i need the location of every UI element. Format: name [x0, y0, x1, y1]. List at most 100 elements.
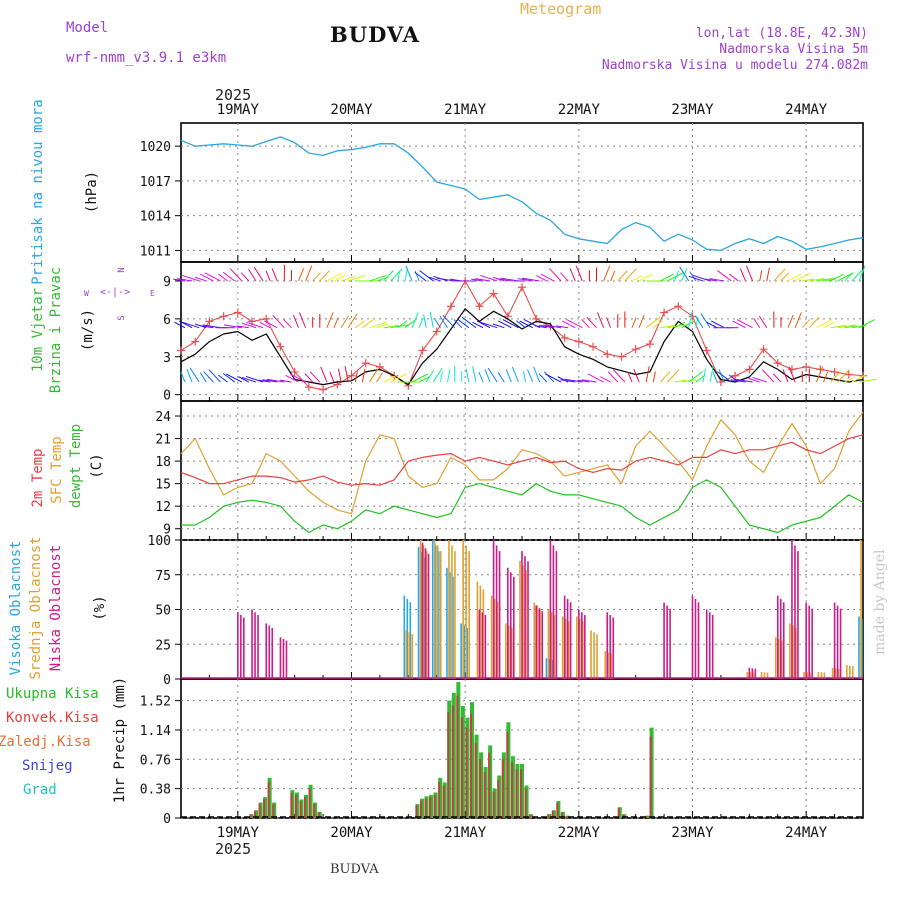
wind-direction-arrow — [773, 268, 786, 282]
wind-direction-arrow — [369, 274, 387, 282]
wind-direction-arrow — [411, 373, 428, 383]
wind-direction-arrow — [638, 273, 653, 282]
wind-direction-arrow — [603, 265, 611, 282]
y-tick-label: 100 — [148, 534, 171, 549]
precip-conv-bar — [308, 788, 311, 818]
wind-gust-marker — [574, 337, 583, 346]
y-tick-label: 0 — [163, 673, 171, 688]
wind-direction-arrow — [538, 373, 548, 383]
wind-direction-arrow — [717, 371, 732, 383]
wind-direction-arrow — [787, 314, 794, 328]
wind-gust-marker — [276, 342, 285, 351]
wind-direction-arrow — [702, 368, 707, 383]
wind-direction-arrow — [823, 371, 829, 383]
wind-direction-arrow — [505, 369, 512, 383]
precip-conv-bar — [424, 798, 427, 818]
wind-direction-arrow — [248, 268, 257, 282]
wind-direction-arrow — [447, 368, 451, 383]
wind-direction-arrow — [802, 278, 815, 282]
wind-direction-arrow — [539, 324, 555, 329]
precip-conv-bar — [501, 758, 504, 818]
precip-legend-item: Konvek.Kisa — [6, 710, 99, 726]
wind-gust-marker — [304, 383, 313, 392]
precip-conv-bar — [556, 802, 559, 818]
wind-direction-arrow — [556, 325, 569, 329]
pressure-units-label: (hPa) — [84, 171, 100, 213]
page-title: BUDVA — [330, 22, 420, 47]
precip-conv-bar — [254, 811, 257, 818]
wind-gust-marker — [361, 359, 370, 368]
wind-direction-arrow — [245, 321, 264, 329]
wind-direction-arrow — [674, 379, 687, 383]
wind-direction-arrow — [369, 321, 387, 329]
wind-direction-arrow — [801, 319, 811, 329]
precip-conv-bar — [460, 717, 463, 818]
wind-direction-arrow — [610, 270, 616, 282]
wind-direction-arrow — [289, 373, 306, 383]
wind-direction-arrow — [319, 270, 330, 282]
date-label-top: 19MAY — [217, 102, 260, 118]
y-tick-label: 3 — [163, 351, 171, 366]
wind-gust-marker — [660, 308, 669, 317]
year-bottom-label: 2025 — [215, 840, 252, 858]
wind-direction-arrow — [612, 369, 626, 383]
wind-direction-arrow — [667, 272, 684, 282]
wind-gust-marker — [489, 289, 498, 298]
compass-arrow-label: <-|-> — [100, 287, 131, 298]
wind-direction-arrow — [816, 319, 833, 329]
precip-conv-bar — [506, 731, 509, 818]
wind-direction-arrow — [189, 367, 200, 383]
cloud-mid-axis-title: Srednja Oblacnost — [28, 536, 44, 679]
date-label-top: 24MAY — [785, 102, 828, 118]
wind-direction-arrow — [627, 371, 633, 383]
wind-direction-arrow — [496, 278, 512, 282]
wind-direction-arrow — [549, 268, 562, 282]
temp-units-label: (C) — [89, 453, 105, 478]
wind-direction-arrow — [222, 271, 235, 282]
wind-direction-arrow — [545, 373, 562, 383]
wind-gust-marker — [759, 345, 768, 354]
model-elevation-label: Nadmorska Visina u modelu 274.082m — [601, 58, 868, 73]
wind-direction-arrow — [418, 317, 424, 328]
wind-direction-arrow — [728, 273, 739, 282]
wind-direction-arrow — [461, 316, 477, 329]
wind-direction-arrow — [340, 275, 356, 282]
wind-direction-arrow — [844, 325, 857, 329]
wind-direction-arrow — [245, 376, 264, 383]
y-tick-label: 1017 — [140, 175, 171, 190]
wind-direction-arrow — [177, 278, 193, 282]
wind-direction-arrow — [688, 275, 704, 282]
precip-conv-bar — [429, 797, 432, 818]
compass-e-label: E — [150, 289, 155, 298]
wind-direction-arrow — [758, 315, 768, 328]
wind-direction-arrow — [309, 371, 321, 383]
precip-conv-bar — [524, 788, 527, 818]
wind-gust-marker — [446, 302, 455, 311]
y-tick-label: 1.14 — [140, 724, 171, 739]
wind-direction-arrow — [734, 378, 753, 383]
wind-direction-arrow — [298, 268, 305, 282]
wind-gust-marker — [802, 362, 811, 371]
wind-direction-arrow — [414, 271, 427, 282]
date-label-top: 20MAY — [330, 102, 373, 118]
precip-conv-bar — [617, 808, 620, 818]
y-tick-label: 0 — [163, 389, 171, 404]
wind-direction-arrow — [203, 371, 214, 383]
wind-direction-arrow — [705, 278, 718, 282]
wind-gust-marker — [432, 327, 441, 336]
cloud-high-axis-title: Visoka Oblacnost — [8, 541, 24, 676]
wind-direction-arrow — [516, 320, 526, 329]
wind-gust-marker — [617, 352, 626, 361]
wind-direction-arrow — [238, 376, 250, 383]
date-label-top: 22MAY — [558, 102, 601, 118]
wind-direction-arrow — [498, 320, 512, 329]
cloud-units-label: (%) — [92, 595, 108, 620]
wind-gust-marker — [745, 365, 754, 374]
wind-direction-arrow — [706, 321, 718, 329]
wind-gust-marker — [290, 367, 299, 376]
footer-title: BUDVA — [330, 862, 379, 877]
wind-direction-arrow — [439, 371, 443, 383]
model-label: Model — [66, 20, 109, 36]
wind-direction-arrow — [788, 366, 796, 383]
wind-direction-arrow — [425, 370, 435, 383]
